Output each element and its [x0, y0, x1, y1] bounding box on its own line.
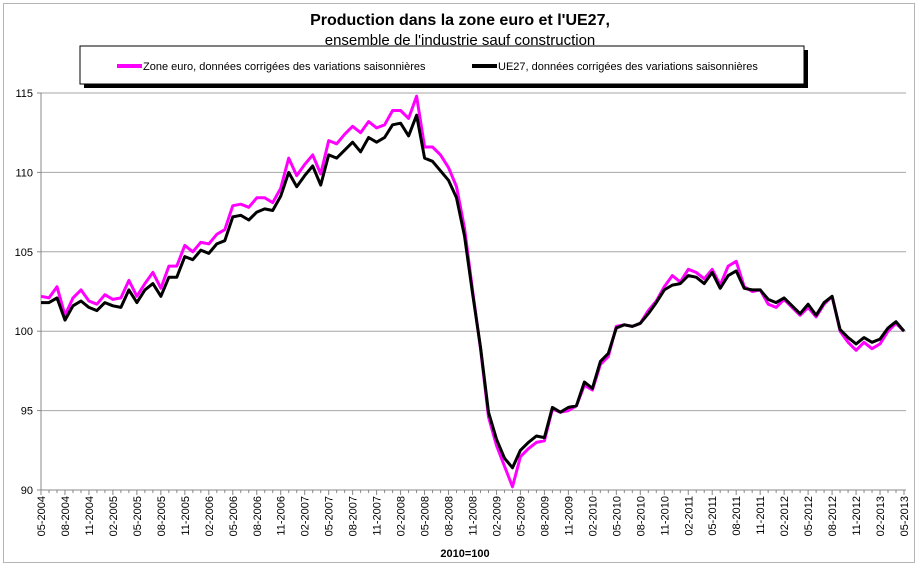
x-tick-label: 08-2008	[444, 496, 456, 536]
x-tick-label: 08-2004	[60, 496, 72, 536]
y-tick-label: 115	[15, 88, 33, 100]
x-tick-label: 02-2006	[204, 496, 216, 536]
x-tick-label: 05-2011	[707, 496, 719, 536]
x-tick-label: 02-2008	[396, 496, 408, 536]
x-tick-label: 02-2009	[491, 496, 503, 536]
x-tick-label: 02-2007	[300, 496, 312, 536]
y-tick-label: 110	[15, 167, 33, 179]
chart-subtitle: ensemble de l'industrie sauf constructio…	[325, 32, 596, 49]
x-tick-label: 05-2013	[899, 496, 911, 536]
x-tick-label: 02-2012	[779, 496, 791, 536]
x-tick-label: 08-2012	[827, 496, 839, 536]
chart-title: Production dans la zone euro et l'UE27,	[310, 12, 610, 29]
x-tick-label: 05-2009	[515, 496, 527, 536]
x-tick-label: 11-2012	[851, 496, 863, 536]
x-tick-label: 11-2007	[372, 496, 384, 536]
series-lines	[40, 94, 906, 489]
x-tick-label: 11-2009	[563, 496, 575, 536]
legend-box	[79, 45, 805, 85]
x-tick-label: 02-2011	[683, 496, 695, 536]
x-tick-label: 11-2005	[180, 496, 192, 536]
x-tick-label: 05-2004	[36, 496, 48, 536]
x-tick-label: 08-2010	[635, 496, 647, 536]
axes: 90 95 100 105 110 115 05-2004 08-2004 11-2004 02-…	[15, 88, 911, 536]
x-tick-label: 05-2005	[132, 496, 144, 536]
x-tick-label: 05-2010	[611, 496, 623, 536]
y-tick-label: 100	[15, 326, 33, 338]
x-tick-label: 08-2006	[252, 496, 264, 536]
x-tick-label: 11-2011	[755, 496, 767, 535]
x-tick-label: 08-2007	[348, 496, 360, 536]
gridlines	[41, 92, 906, 412]
x-tick-label: 02-2005	[108, 496, 120, 536]
series-line-ue27	[41, 113, 906, 470]
x-tick-label: 11-2010	[659, 496, 671, 536]
legend: Zone euro, données corrigées des variati…	[79, 45, 808, 88]
x-tick-label: 02-2013	[875, 496, 887, 536]
x-tick-label: 05-2007	[324, 496, 336, 536]
x-tick-label: 08-2005	[156, 496, 168, 536]
legend-label-ue27: UE27, données corrigées des variations s…	[498, 61, 758, 73]
x-tick-label: 05-2008	[420, 496, 432, 536]
x-tick-label: 05-2006	[228, 496, 240, 536]
x-axis-label: 2010=100	[440, 548, 489, 560]
x-tick-label: 02-2010	[587, 496, 599, 536]
chart-frame	[3, 3, 915, 563]
x-tick-label: 11-2006	[276, 496, 288, 536]
x-tick-label: 05-2012	[803, 496, 815, 536]
x-tick-label: 11-2008	[468, 496, 480, 536]
y-tick-label: 95	[21, 406, 33, 418]
y-tick-label: 105	[15, 247, 33, 259]
x-tick-label: 08-2011	[731, 496, 743, 536]
legend-label-zone-euro: Zone euro, données corrigées des variati…	[143, 61, 426, 73]
x-tick-label: 11-2004	[84, 496, 96, 536]
x-tick-label: 08-2009	[539, 496, 551, 536]
y-tick-label: 90	[21, 485, 33, 497]
